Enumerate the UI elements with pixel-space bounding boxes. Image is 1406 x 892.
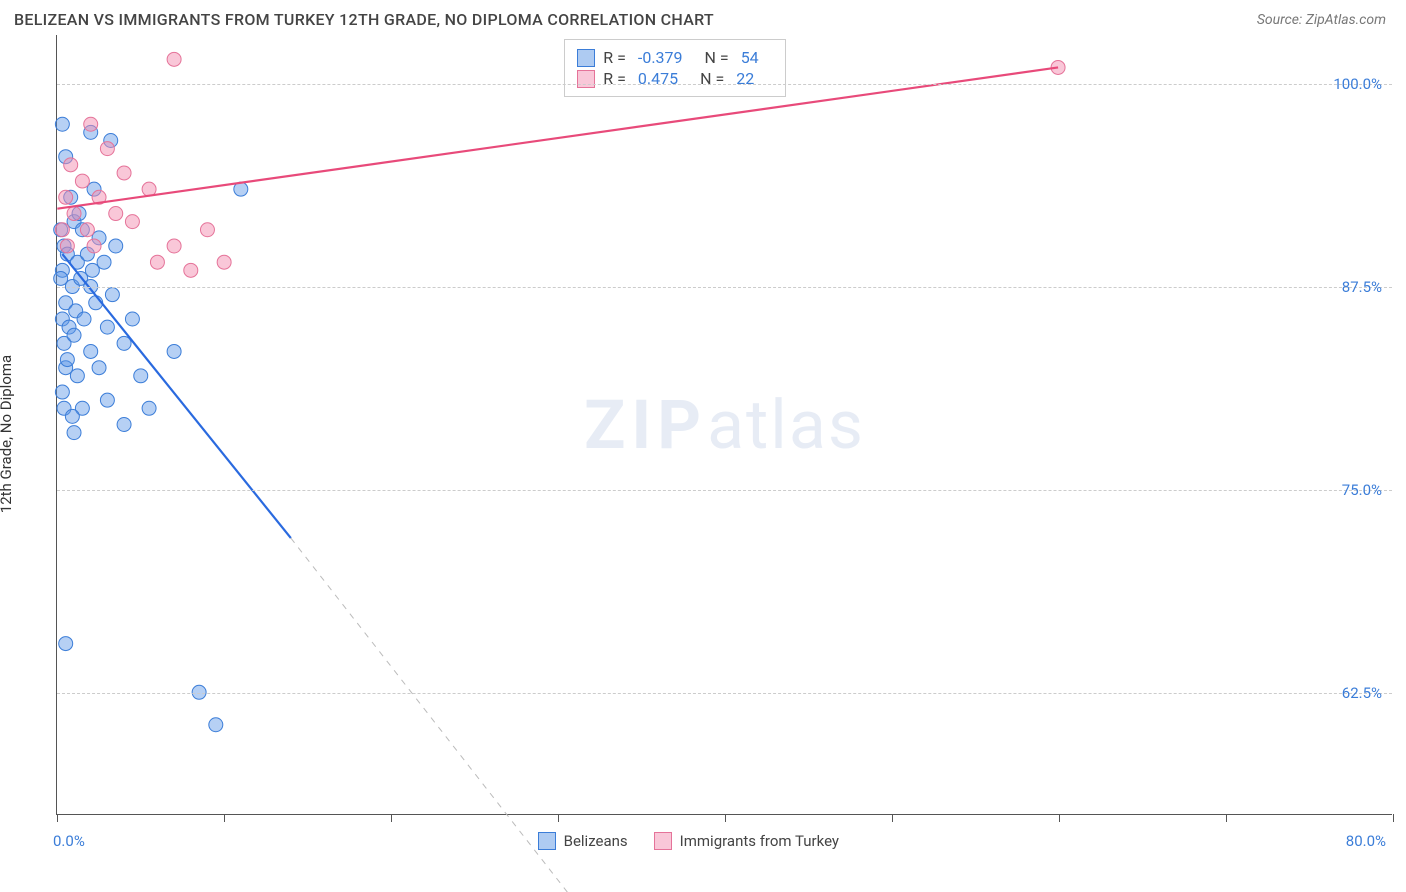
legend-label: Belizeans: [564, 832, 628, 850]
data-point: [209, 718, 223, 732]
series-legend: Belizeans Immigrants from Turkey: [538, 832, 839, 850]
gridline-h: [57, 84, 1392, 85]
x-tick: [1226, 814, 1227, 822]
y-tick-label: 87.5%: [1342, 278, 1382, 296]
data-point: [67, 426, 81, 440]
chart-title: BELIZEAN VS IMMIGRANTS FROM TURKEY 12TH …: [14, 10, 714, 29]
legend-swatch-pink: [654, 832, 672, 850]
data-point: [54, 271, 68, 285]
data-point: [60, 353, 74, 367]
y-tick-label: 75.0%: [1342, 481, 1382, 499]
data-point: [125, 312, 139, 326]
data-point: [55, 385, 69, 399]
data-point: [64, 158, 78, 172]
data-point: [150, 255, 164, 269]
data-point: [65, 409, 79, 423]
legend-item: Immigrants from Turkey: [654, 832, 839, 850]
data-point: [97, 255, 111, 269]
source-attribution: Source: ZipAtlas.com: [1257, 12, 1386, 28]
gridline-h: [57, 287, 1392, 288]
data-point: [167, 344, 181, 358]
gridline-h: [57, 693, 1392, 694]
x-tick: [1393, 814, 1394, 822]
data-point: [167, 239, 181, 253]
data-point: [200, 223, 214, 237]
gridline-h: [57, 490, 1392, 491]
legend-swatch-blue: [538, 832, 556, 850]
y-tick-label: 62.5%: [1342, 684, 1382, 702]
data-point: [184, 263, 198, 277]
data-point: [59, 637, 73, 651]
data-point: [67, 207, 81, 221]
data-point: [92, 361, 106, 375]
data-point: [142, 401, 156, 415]
chart-svg: [57, 35, 1392, 814]
x-tick: [558, 814, 559, 822]
data-point: [70, 369, 84, 383]
data-point: [125, 215, 139, 229]
x-tick: [725, 814, 726, 822]
x-tick: [391, 814, 392, 822]
data-point: [109, 239, 123, 253]
header: BELIZEAN VS IMMIGRANTS FROM TURKEY 12TH …: [0, 0, 1406, 35]
data-point: [55, 117, 69, 131]
x-tick: [892, 814, 893, 822]
x-axis-start-label: 0.0%: [53, 832, 85, 850]
data-point: [105, 288, 119, 302]
trend-line: [57, 67, 1058, 208]
y-axis-title: 12th Grade, No Diploma: [0, 355, 15, 513]
data-point: [167, 52, 181, 66]
data-point: [84, 117, 98, 131]
x-tick: [1059, 814, 1060, 822]
trend-line: [62, 254, 290, 538]
x-tick: [57, 814, 58, 822]
chart-container: 12th Grade, No Diploma ZIPatlas R = -0.3…: [0, 35, 1406, 815]
data-point: [109, 207, 123, 221]
data-point: [87, 239, 101, 253]
data-point: [67, 328, 81, 342]
data-point: [117, 166, 131, 180]
data-point: [217, 255, 231, 269]
data-point: [75, 174, 89, 188]
data-point: [60, 239, 74, 253]
x-axis-end-label: 80.0%: [1346, 832, 1386, 850]
data-point: [117, 418, 131, 432]
data-point: [85, 263, 99, 277]
data-point: [100, 393, 114, 407]
x-tick: [224, 814, 225, 822]
data-point: [55, 223, 69, 237]
legend-item: Belizeans: [538, 832, 628, 850]
data-point: [59, 190, 73, 204]
data-point: [84, 344, 98, 358]
data-point: [100, 320, 114, 334]
data-point: [80, 223, 94, 237]
data-point: [100, 142, 114, 156]
legend-label: Immigrants from Turkey: [680, 832, 839, 850]
y-tick-label: 100.0%: [1333, 75, 1382, 93]
plot-area: ZIPatlas R = -0.379 N = 54 R = 0.475 N =…: [56, 35, 1392, 815]
data-point: [77, 312, 91, 326]
data-point: [134, 369, 148, 383]
